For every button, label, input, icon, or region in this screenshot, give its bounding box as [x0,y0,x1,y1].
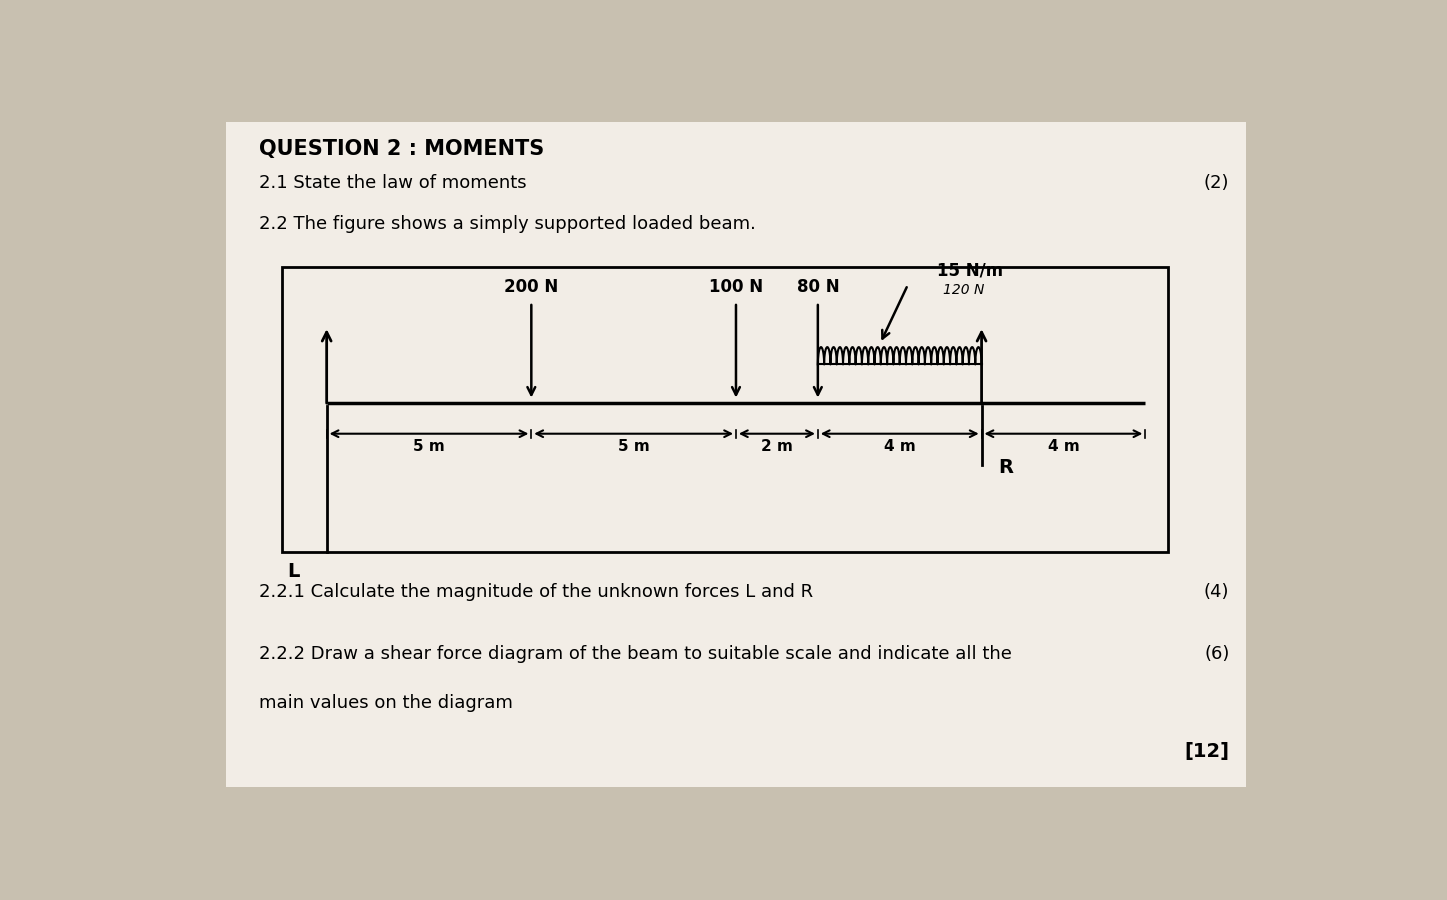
Text: 2.2.2 Draw a shear force diagram of the beam to suitable scale and indicate all : 2.2.2 Draw a shear force diagram of the … [259,645,1013,663]
Text: 200 N: 200 N [504,278,559,296]
Text: 15 N/m: 15 N/m [936,261,1003,279]
Bar [282,267,1168,552]
Text: main values on the diagram: main values on the diagram [259,694,514,712]
Text: (2): (2) [1204,174,1230,192]
Text: 2 m: 2 m [761,439,793,454]
Text: 120 N: 120 N [943,284,985,297]
Text: 4 m: 4 m [884,439,916,454]
Text: 2.1 State the law of moments: 2.1 State the law of moments [259,174,527,192]
Text: 80 N: 80 N [796,278,839,296]
Text: [12]: [12] [1185,742,1230,761]
Text: 5 m: 5 m [618,439,650,454]
Text: 100 N: 100 N [709,278,763,296]
Text: R: R [998,458,1013,477]
Text: QUESTION 2 : MOMENTS: QUESTION 2 : MOMENTS [259,140,544,159]
Text: 2.2.1 Calculate the magnitude of the unknown forces L and R: 2.2.1 Calculate the magnitude of the unk… [259,582,813,600]
FancyBboxPatch shape [226,122,1246,788]
Text: (6): (6) [1204,645,1230,663]
Text: (4): (4) [1204,582,1230,600]
Text: 5 m: 5 m [412,439,444,454]
Text: 2.2 The figure shows a simply supported loaded beam.: 2.2 The figure shows a simply supported … [259,215,757,233]
Text: L: L [288,562,300,580]
Text: 4 m: 4 m [1048,439,1079,454]
